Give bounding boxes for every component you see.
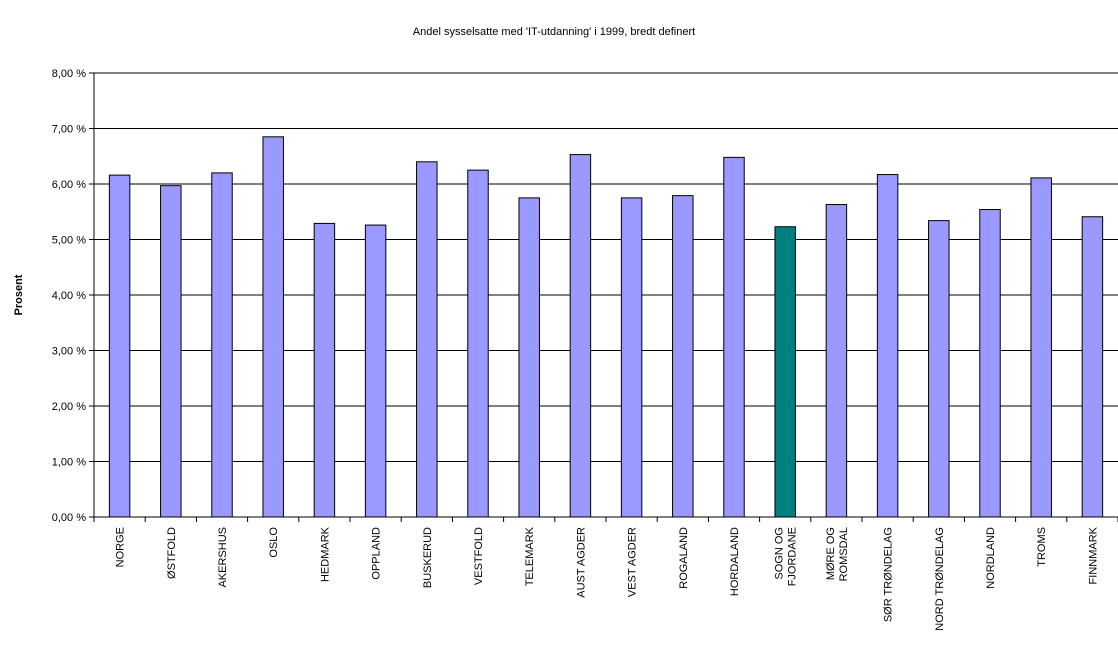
- x-tick-label: AUST AGDER: [575, 527, 587, 598]
- x-tick-label: MØRE OG: [825, 527, 837, 580]
- y-tick-label: 6,00 %: [52, 179, 86, 191]
- bar: [723, 156, 745, 518]
- bar: [672, 195, 694, 518]
- x-tick-label: FJORDANE: [787, 527, 799, 586]
- x-axis-labels: NORGE ØSTFOLD AKERSHUS OSLO HEDMARK OPPLAND BU…: [115, 526, 1100, 630]
- bar: [211, 172, 233, 518]
- x-tick-label: AKERSHUS: [217, 527, 229, 588]
- bar: [928, 220, 950, 518]
- y-tick-label: 3,00 %: [52, 346, 86, 358]
- x-tick-label: OSLO: [268, 527, 280, 558]
- bars: [108, 136, 1104, 518]
- bar: [774, 226, 796, 518]
- bar: [262, 136, 284, 518]
- bar: [160, 185, 182, 518]
- x-tick-label: VEST AGDER: [627, 527, 639, 597]
- bar: [620, 197, 643, 518]
- x-tick-label: OPPLAND: [371, 527, 383, 580]
- x-tick-label: HEDMARK: [319, 526, 331, 582]
- x-axis-ticks: [93, 517, 1118, 522]
- x-tick-label: TROMS: [1036, 527, 1048, 567]
- bar: [467, 169, 489, 518]
- bar: [569, 154, 592, 518]
- x-tick-label: NORD TRØNDELAG: [934, 527, 946, 631]
- bar: [979, 209, 1001, 518]
- y-tick-label: 7,00 %: [52, 124, 86, 136]
- x-tick-label: ØSTFOLD: [166, 527, 178, 579]
- x-tick-label: SØR TRØNDELAG: [883, 527, 895, 622]
- x-tick-label: VESTFOLD: [473, 527, 485, 585]
- bar: [313, 222, 336, 518]
- y-tick-label: 1,00 %: [52, 457, 86, 469]
- x-tick-label: BUSKERUD: [422, 527, 434, 588]
- gridlines: [94, 72, 1118, 462]
- y-axis-label: Prosent: [13, 274, 25, 315]
- x-tick-label: NORGE: [115, 527, 127, 567]
- bar: [1081, 216, 1104, 518]
- y-tick-label: 4,00 %: [52, 290, 86, 302]
- x-tick-label: NORDLAND: [985, 527, 997, 589]
- y-axis-ticks: 0,00 % 1,00 % 2,00 % 3,00 % 4,00 % 5,00 % 6,00…: [52, 68, 94, 524]
- bar: [1030, 177, 1052, 518]
- x-tick-label: TELEMARK: [524, 526, 536, 586]
- y-tick-label: 5,00 %: [52, 235, 86, 247]
- bar: [825, 204, 848, 518]
- x-tick-label: SOGN OG: [774, 527, 786, 580]
- bar: [876, 174, 899, 518]
- bar: [518, 197, 540, 518]
- x-tick-label: ROGALAND: [678, 527, 690, 589]
- bar: [416, 161, 438, 518]
- y-tick-label: 2,00 %: [52, 401, 86, 413]
- y-tick-label: 8,00 %: [52, 68, 86, 80]
- x-tick-label: FINNMARK: [1087, 526, 1099, 584]
- y-tick-label: 0,00 %: [52, 512, 86, 524]
- bar: [364, 224, 387, 518]
- x-tick-label: ROMSDAL: [838, 527, 850, 581]
- bar: [108, 174, 131, 518]
- chart-title: Andel sysselsatte med 'IT-utdanning' i 1…: [413, 26, 695, 38]
- x-tick-label: HORDALAND: [729, 527, 741, 596]
